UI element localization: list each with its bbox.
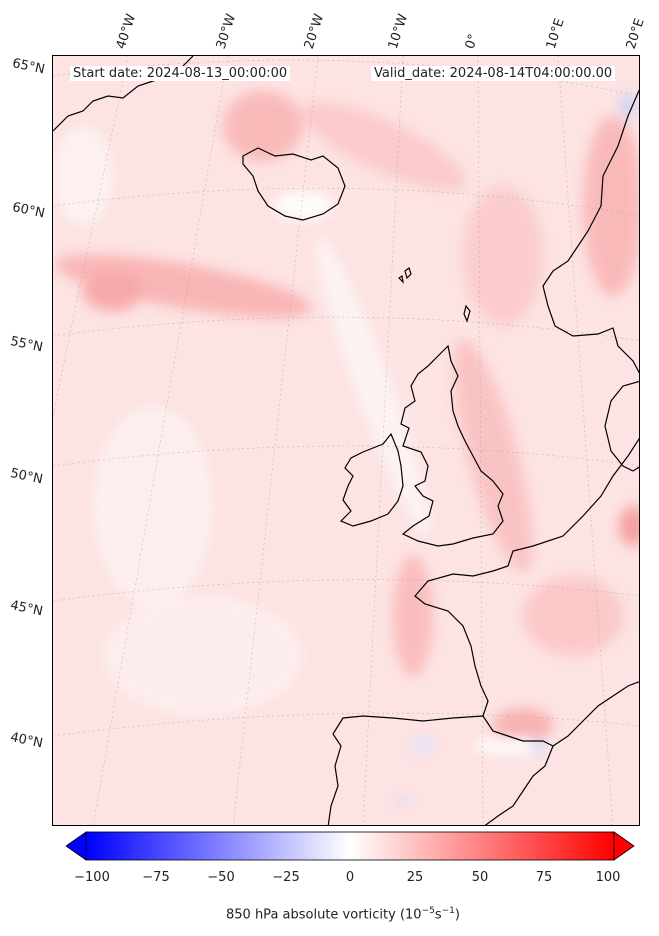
coastlines — [53, 56, 639, 825]
colorbar-tick: −75 — [142, 870, 170, 885]
colorbar — [66, 831, 635, 861]
lat-label-40n: 40°N — [8, 730, 45, 752]
colorbar-tick: 0 — [345, 870, 355, 885]
start-date-label: Start date: 2024-08-13_00:00:00 — [70, 66, 291, 81]
lat-label-50n: 50°N — [8, 466, 45, 488]
colorbar-tick: 25 — [406, 870, 424, 885]
graticule — [53, 56, 639, 825]
lon-label-10e: 10°E — [543, 16, 568, 51]
lon-label-40w: 40°W — [113, 12, 140, 51]
colorbar-gradient — [85, 831, 615, 861]
colorbar-tick: 100 — [595, 870, 621, 885]
colorbar-tick: −25 — [272, 870, 300, 885]
lon-label-20e: 20°E — [623, 16, 648, 51]
colorbar-min-arrow — [66, 831, 87, 861]
colorbar-label: 850 hPa absolute vorticity (10−5s−1) — [226, 906, 460, 923]
colorbar-tick: −50 — [207, 870, 235, 885]
lat-label-45n: 45°N — [8, 598, 45, 620]
lat-label-65n: 65°N — [10, 56, 47, 78]
lon-label-20w: 20°W — [301, 12, 328, 51]
vorticity-map — [52, 55, 640, 826]
lon-label-30w: 30°W — [213, 12, 240, 51]
valid-date-label: Valid_date: 2024-08-14T04:00:00.00 — [371, 66, 616, 81]
colorbar-tick: 50 — [471, 870, 489, 885]
lat-label-55n: 55°N — [8, 334, 45, 356]
lon-label-10w: 10°W — [385, 12, 412, 51]
colorbar-tick: 75 — [535, 870, 553, 885]
lat-label-60n: 60°N — [10, 200, 47, 222]
lon-label-0: 0° — [462, 32, 482, 51]
vorticity-field — [53, 56, 639, 825]
colorbar-max-arrow — [613, 831, 635, 861]
colorbar-tick: −100 — [74, 870, 110, 885]
